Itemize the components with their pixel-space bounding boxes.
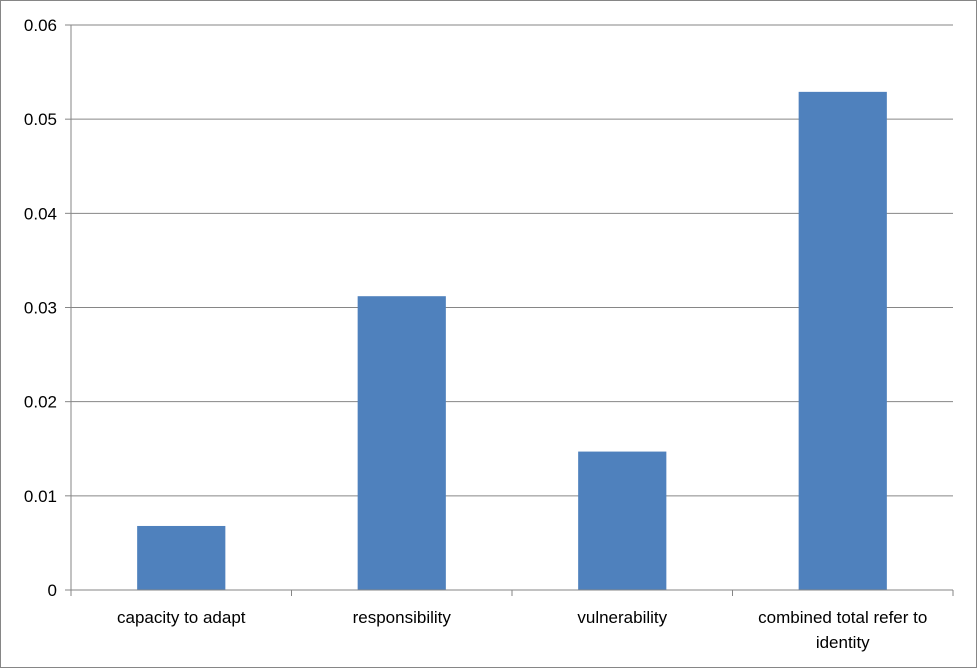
axes [65,24,954,596]
x-category-label: identity [816,633,870,652]
bar-2 [578,451,667,590]
y-tick-label: 0.04 [24,204,57,223]
bars [137,91,887,590]
x-category-label: responsibility [353,608,452,627]
x-category-labels: capacity to adapt responsibility vulnerabi… [117,608,927,652]
bar-0 [137,525,226,590]
bar-1 [357,296,446,590]
y-tick-label: 0.02 [24,393,57,412]
x-category-label: vulnerability [577,608,667,627]
y-tick-label: 0.01 [24,487,57,506]
bar-3 [798,91,887,590]
y-tick-label: 0.06 [24,16,57,35]
y-tick-labels: 0 0.01 0.02 0.03 0.04 0.05 0.06 [24,16,57,600]
x-category-label: capacity to adapt [117,608,246,627]
y-tick-label: 0.03 [24,299,57,318]
x-category-label: combined total refer to [758,608,927,627]
y-tick-label: 0 [48,581,57,600]
y-tick-label: 0.05 [24,110,57,129]
